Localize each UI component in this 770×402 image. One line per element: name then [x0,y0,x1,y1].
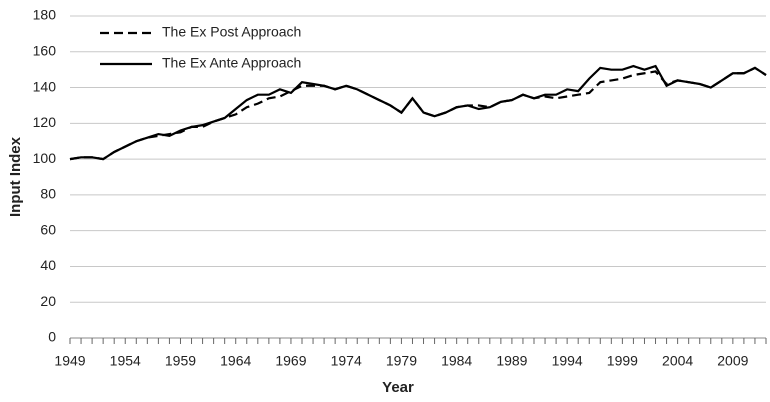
y-tick-label: 0 [48,329,56,345]
x-tick-label: 1954 [110,353,141,369]
x-tick-label: 1959 [165,353,196,369]
y-tick-label: 160 [33,42,57,58]
y-tick-label: 20 [40,293,56,309]
x-tick-label: 1999 [607,353,638,369]
line-series [69,66,767,161]
x-tick-label: 1994 [552,353,583,369]
x-tick-label: 1974 [331,353,362,369]
x-tick-label: 1964 [220,353,251,369]
x-tick-label: 2009 [717,353,748,369]
y-axis-title: Input Index [7,136,24,217]
x-axis-title: Year [382,379,414,396]
y-tick-label: 80 [40,186,56,202]
y-tick-label: 120 [33,114,57,130]
x-tick-label: 1984 [441,353,472,369]
y-tick-label: 140 [33,78,57,94]
x-tick-label: 1949 [54,353,85,369]
x-tick-label: 1969 [275,353,306,369]
line-series [69,64,767,161]
x-tick-label: 1989 [496,353,527,369]
y-tick-label: 60 [40,221,56,237]
y-tick-label: 40 [40,257,56,273]
legend-label: The Ex Ante Approach [162,55,301,71]
y-tick-label: 100 [33,150,57,166]
x-tick-label: 1979 [386,353,417,369]
x-tick-label: 2004 [662,353,693,369]
y-tick-label: 180 [33,7,57,23]
legend-label: The Ex Post Approach [162,24,301,40]
